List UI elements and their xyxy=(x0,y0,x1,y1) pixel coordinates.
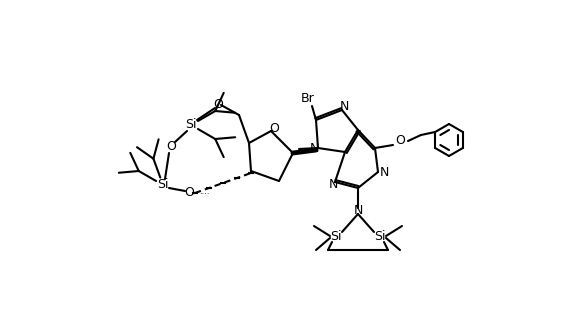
Text: Si: Si xyxy=(330,230,342,243)
Text: O: O xyxy=(395,134,405,147)
Text: N: N xyxy=(353,204,363,217)
Text: Si: Si xyxy=(157,178,169,191)
Text: O: O xyxy=(213,98,223,111)
Text: N: N xyxy=(339,100,349,113)
Text: O: O xyxy=(166,140,176,153)
Text: ....: .... xyxy=(199,186,210,196)
Text: O: O xyxy=(269,121,279,134)
Text: Si: Si xyxy=(374,230,386,243)
Text: N: N xyxy=(310,141,319,154)
Text: N: N xyxy=(379,165,389,178)
Text: Si: Si xyxy=(185,119,197,132)
Text: O: O xyxy=(184,186,194,199)
Text: Br: Br xyxy=(301,92,315,105)
Text: N: N xyxy=(328,178,338,191)
